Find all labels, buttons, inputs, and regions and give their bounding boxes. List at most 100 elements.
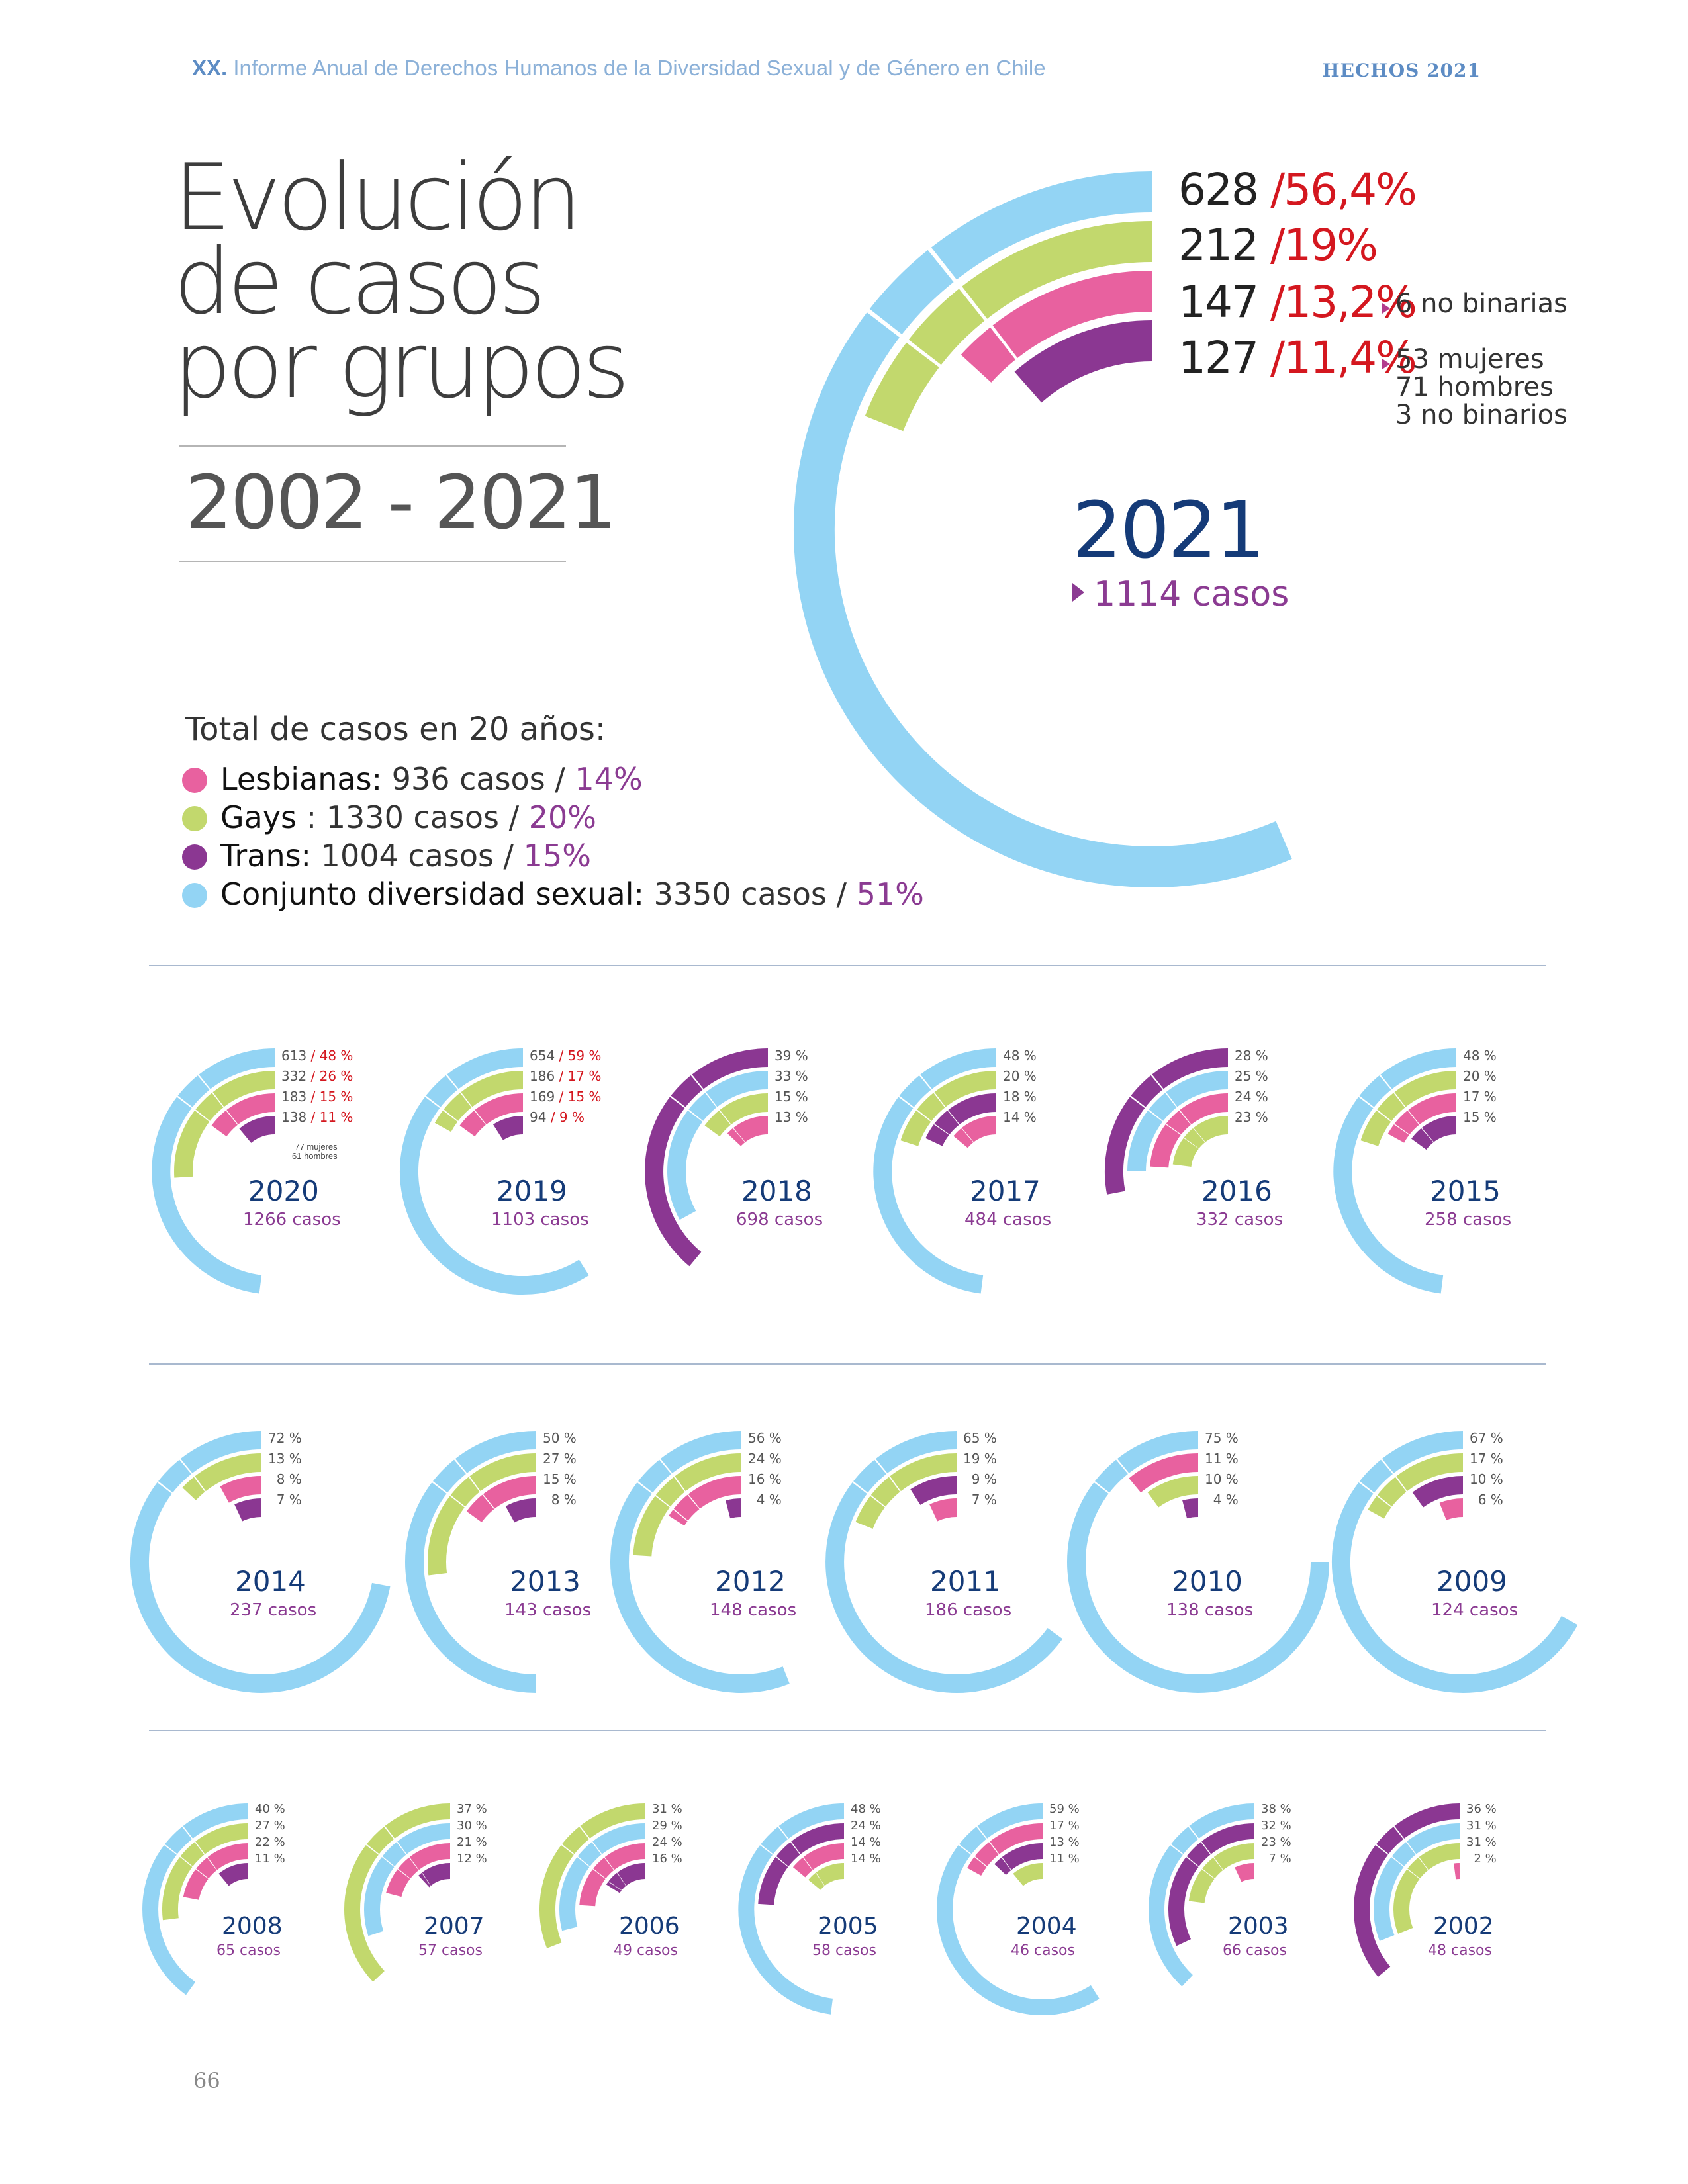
arc-2008-conjunto [142, 1803, 249, 1995]
main-value-pct: /13,2% [1270, 277, 1417, 328]
year-label-2011: 2011 [930, 1565, 1001, 1598]
arc-separator [704, 1091, 718, 1109]
value-label: 19 % [963, 1451, 997, 1467]
value-label: 56 % [748, 1430, 782, 1446]
arc-2008-gays [162, 1823, 249, 1921]
value-label: 24 % [1235, 1089, 1268, 1105]
arc-2014-gays [182, 1453, 262, 1501]
value-label: 17 % [1049, 1819, 1080, 1833]
arc-separator [990, 324, 1018, 361]
value-label: 36 % [1466, 1802, 1497, 1816]
title-divider-top [179, 445, 566, 447]
arc-separator [1170, 1843, 1184, 1856]
arc-separator [1407, 1109, 1421, 1126]
title-divider-bottom [179, 561, 566, 562]
arc-separator [947, 1109, 961, 1126]
arc-2012-trans [726, 1498, 742, 1519]
arc-separator [179, 1458, 193, 1475]
cases-label-2014: 237 casos [230, 1600, 317, 1620]
arc-separator [1390, 1856, 1405, 1868]
value-label: 9 % [971, 1471, 997, 1487]
value-label: 23 % [1261, 1835, 1291, 1849]
value-label: 7 % [1268, 1852, 1291, 1866]
arc-separator [866, 308, 903, 338]
year-label-2019: 2019 [496, 1175, 567, 1207]
arc-2012-gays [633, 1453, 742, 1557]
value-label: 169 / 15 % [530, 1089, 602, 1105]
value-label: 654 / 59 % [530, 1048, 602, 1064]
arc-2016-conjunto [1127, 1071, 1229, 1172]
arc-separator [1376, 1494, 1393, 1508]
arc-2014-lesbianas [220, 1475, 262, 1503]
arc-2009-conjunto [1331, 1431, 1578, 1693]
note-line: 6 no binarias [1395, 289, 1568, 319]
value-label: 15 % [543, 1471, 577, 1487]
arc-2003-conjunto [1149, 1803, 1255, 1987]
value-labels-2018: 39 % 33 % 15 % 13 % [774, 1046, 808, 1128]
arc-separator [459, 1091, 473, 1109]
radial-chart-2017 [873, 1048, 997, 1294]
value-labels-2013: 50 % 27 % 15 % 8 % [543, 1428, 577, 1510]
legend-pct: 51% [856, 876, 924, 912]
value-label: 17 % [1470, 1451, 1503, 1467]
cases-label-2010: 138 casos [1166, 1600, 1254, 1620]
arc-2020-lesbianas [211, 1093, 275, 1137]
value-label: 13 % [1049, 1835, 1080, 1849]
radial-chart-2004 [937, 1803, 1100, 2015]
radial-chart-2009 [1331, 1431, 1578, 1693]
value-label: 21 % [457, 1835, 487, 1849]
arc-separator [927, 246, 957, 283]
value-label: 24 % [652, 1835, 682, 1849]
arc-2019-gays [434, 1071, 524, 1132]
arc-2018-lesbianas [727, 1116, 769, 1147]
value-label: 27 % [543, 1451, 577, 1467]
arc-separator [1185, 1856, 1200, 1868]
arc-2015-lesbianas [1387, 1093, 1457, 1144]
cases-label-2012: 148 casos [710, 1600, 797, 1620]
cases-label-2018: 698 casos [736, 1210, 823, 1230]
arc-separator [176, 1095, 193, 1109]
year-label-2015: 2015 [1430, 1175, 1501, 1207]
arc-separator [959, 285, 988, 322]
arc-2016-lesbianas [1150, 1093, 1229, 1168]
legend-item-conjunto: Conjunto diversidad sexual: 3350 casos /… [182, 876, 924, 912]
value-labels-2004: 59 % 17 % 13 % 11 % [1049, 1801, 1080, 1867]
year-label-2006: 2006 [619, 1913, 680, 1940]
radial-chart-2005 [738, 1803, 845, 2015]
arc-2008-trans [218, 1862, 249, 1886]
arc-2011-trans [910, 1476, 957, 1506]
arc-2012-lesbianas [669, 1476, 742, 1526]
year-label-2018: 2018 [741, 1175, 812, 1207]
cases-label-2008: 65 casos [216, 1942, 281, 1959]
arc-2006-trans [606, 1862, 646, 1893]
arc-separator [453, 1458, 468, 1475]
header-report-title: XX. Informe Anual de Derechos Humanos de… [192, 56, 1046, 80]
cases-label-2006: 49 casos [614, 1942, 678, 1959]
arc-2009-lesbianas [1439, 1498, 1464, 1520]
value-labels-2015: 48 % 20 % 17 % 15 % [1463, 1046, 1497, 1128]
arc-2010-conjunto [1067, 1431, 1329, 1693]
note-line: 77 mujeres [295, 1142, 338, 1152]
page-number: 66 [193, 2068, 220, 2093]
arc-2004-trans [994, 1843, 1043, 1876]
arc-2018-trans [645, 1048, 769, 1267]
legend-name: Conjunto diversidad sexual: [220, 876, 644, 912]
year-label-2007: 2007 [424, 1913, 485, 1940]
value-label: 32 % [1261, 1819, 1291, 1833]
radial-chart-2013 [405, 1431, 537, 1693]
value-label: 138 / 11 % [281, 1109, 353, 1125]
arc-2014-trans [234, 1498, 262, 1522]
arc-separator [424, 1095, 442, 1109]
value-label: 24 % [748, 1451, 782, 1467]
value-label: 67 % [1470, 1430, 1503, 1446]
year-label-2009: 2009 [1436, 1565, 1507, 1598]
arc-separator [851, 1480, 868, 1494]
cases-label-2016: 332 casos [1196, 1210, 1284, 1230]
arc-2002-trans [1354, 1803, 1460, 1977]
note-line: 3 no binarios [1395, 400, 1568, 430]
arc-2007-conjunto [364, 1823, 451, 1936]
arc-separator [473, 1109, 487, 1126]
value-label: 24 % [851, 1819, 881, 1833]
year-label-2008: 2008 [222, 1913, 283, 1940]
radial-chart-2003 [1149, 1803, 1255, 1987]
